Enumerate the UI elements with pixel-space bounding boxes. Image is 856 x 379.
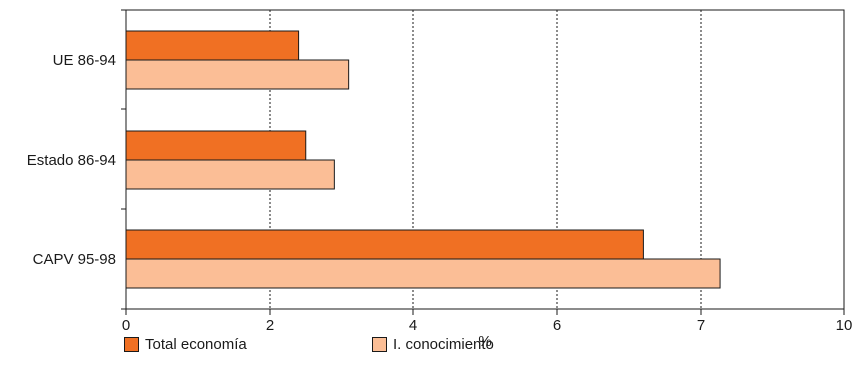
category-label: UE 86-94 — [53, 52, 116, 69]
plot-frame — [125, 9, 845, 310]
legend-item-series-2: I. conocimiento — [372, 332, 494, 356]
x-tick-label: 10 — [836, 317, 853, 334]
legend-label-series-1: Total economía — [145, 335, 247, 353]
legend-item-series-1: Total economía — [124, 332, 247, 356]
x-tick-label: 2 — [266, 317, 274, 334]
x-axis-label: % — [478, 333, 491, 350]
category-labels: UE 86-94 Estado 86-94 CAPV 95-98 — [27, 52, 116, 268]
bar-total-economia-0 — [125, 30, 300, 61]
legend-label-series-2: I. conocimiento — [393, 335, 494, 353]
x-tick-label: 7 — [697, 317, 705, 334]
category-label: Estado 86-94 — [27, 152, 116, 169]
x-tick-label: 0 — [122, 317, 130, 334]
bar-i-conocimiento-1 — [125, 159, 335, 190]
category-label: CAPV 95-98 — [33, 251, 116, 268]
bars-group — [125, 30, 721, 289]
bar-i-conocimiento-0 — [125, 59, 350, 90]
bar-total-economia-1 — [125, 130, 307, 161]
legend: Total economía I. conocimiento — [124, 332, 724, 362]
x-tick-label: 6 — [553, 317, 561, 334]
x-tick-labels: 0 2 4 6 7 10 — [122, 317, 853, 334]
bar-i-conocimiento-2 — [125, 258, 721, 289]
legend-swatch-series-2 — [372, 336, 387, 352]
legend-swatch-series-1 — [124, 336, 139, 352]
bar-total-economia-2 — [125, 229, 644, 260]
x-tick-label: 4 — [409, 317, 417, 334]
